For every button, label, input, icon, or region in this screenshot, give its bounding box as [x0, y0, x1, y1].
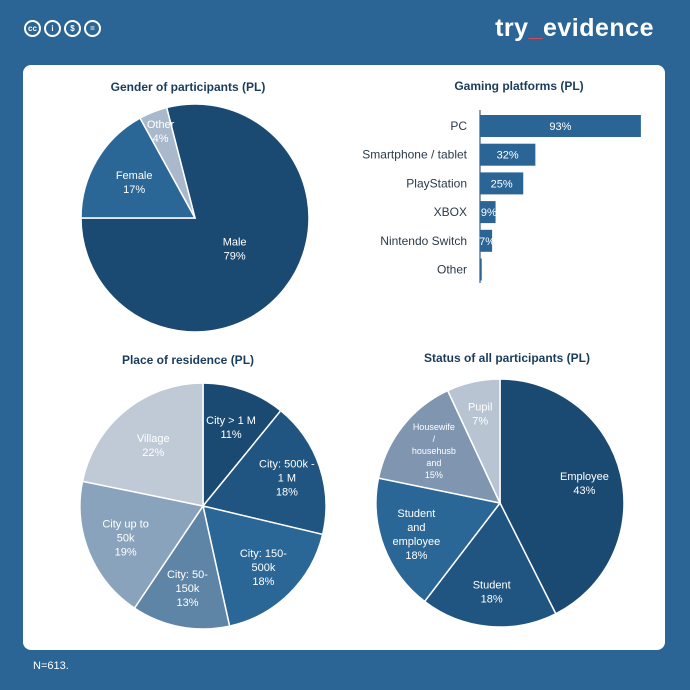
bar-category-label: PC [450, 119, 467, 133]
chart-title: Place of residence (PL) [122, 353, 254, 367]
pie3-slice-label: 11% [220, 429, 241, 441]
bar [480, 258, 482, 281]
pie3-slice-label: City: 500k - [259, 458, 315, 470]
bar-category-label: Smartphone / tablet [362, 148, 467, 162]
pie3-slice [133, 504, 231, 630]
pie3-slice-label: 150k [176, 583, 200, 595]
pie1-slice-label: 17% [123, 184, 145, 196]
pie4-slice-label: employee [393, 536, 441, 548]
pie3-slice-label: 22% [142, 447, 164, 459]
license-icons: cc i $ = [24, 20, 101, 37]
pie1-slice-label: Other [147, 119, 175, 131]
attribution-icon: i [44, 20, 61, 37]
bar [480, 229, 493, 252]
brand-suffix: evidence [542, 14, 654, 42]
pie3-slice [79, 480, 205, 610]
bar-category-label: PlayStation [406, 176, 467, 190]
pie4-slice-label: and [426, 458, 441, 468]
pie3-slice [81, 382, 204, 507]
sharealike-icon: = [84, 20, 101, 37]
pie1-slice-label: Male [223, 237, 247, 249]
pie3-slice-label: 19% [115, 547, 137, 559]
pie3-slice-label: 13% [176, 597, 198, 609]
pie4-slice-label: 7% [472, 415, 488, 427]
pie4-slice [377, 389, 502, 505]
pie4-slice [375, 477, 502, 603]
pie3-slice-label: 18% [276, 486, 298, 498]
pie4-slice-label: 18% [405, 550, 427, 562]
brand-underscore: _ [528, 14, 543, 42]
pie1-slice [139, 106, 196, 219]
chart-title: Gender of participants (PL) [111, 80, 266, 94]
pie3-slice-label: City up to [102, 519, 148, 531]
pie4-slice-label: / [433, 434, 436, 444]
pie4-slice-label: 43% [573, 485, 595, 497]
pie1-slice [80, 103, 310, 333]
pie4-slice-label: Pupil [468, 401, 492, 413]
pie4-slice-label: Housewife [413, 422, 455, 432]
pie4-slice-label: househusb [412, 446, 456, 456]
pie4-slice-label: Employee [560, 471, 609, 483]
bar [480, 115, 641, 137]
pie4-slice-label: 15% [425, 470, 443, 480]
bar-category-label: Other [437, 263, 467, 277]
sample-size-note: N=613. [33, 660, 69, 672]
pie3-slice-label: City: 150- [240, 548, 287, 560]
pie4-slice-label: 18% [481, 594, 503, 606]
chart-title: Gaming platforms (PL) [454, 79, 583, 93]
pie1-slice-label: Female [116, 170, 153, 182]
pie3-slice [201, 409, 327, 536]
pie4-slice [446, 378, 501, 504]
pie3-slice-label: 18% [252, 576, 274, 588]
header-bar: cc i $ = try_evidence [0, 0, 690, 62]
pie3-slice-label: Village [137, 433, 170, 445]
bar [480, 172, 524, 195]
noncommercial-icon: $ [64, 20, 81, 37]
bar [480, 201, 496, 224]
bar-value-label: 93% [549, 121, 571, 133]
pie3-slice [202, 382, 282, 509]
bar-category-label: Nintendo Switch [380, 234, 467, 248]
bar-value-label: 25% [491, 178, 513, 190]
pie3-slice-label: 500k [251, 562, 275, 574]
bar-category-label: XBOX [434, 205, 467, 219]
pie3-slice-label: City > 1 M [206, 415, 256, 427]
pie1-slice-label: 4% [153, 133, 169, 145]
pie4-slice [423, 501, 557, 628]
pie3-slice-label: 1 M [278, 472, 296, 484]
bar-value-label: 7% [479, 236, 495, 248]
pie4-slice-label: Student [397, 508, 435, 520]
pie4-slice-label: and [407, 522, 425, 534]
bar-value-label: 9% [481, 207, 497, 219]
cc-icon: cc [24, 20, 41, 37]
pie4-slice-label: Student [473, 580, 511, 592]
pie1-slice [80, 117, 197, 219]
pie3-slice-label: City: 50- [167, 569, 208, 581]
pie1-slice-label: 79% [224, 251, 246, 263]
chart-title: Status of all participants (PL) [424, 351, 590, 365]
brand-prefix: try [495, 14, 529, 42]
pie3-slice-label: 50k [117, 533, 135, 545]
pie3-slice [202, 504, 324, 627]
bar [480, 143, 536, 166]
brand-logo: try_evidence [495, 14, 654, 43]
bar-value-label: 32% [497, 150, 519, 162]
pie4-slice [499, 378, 625, 615]
